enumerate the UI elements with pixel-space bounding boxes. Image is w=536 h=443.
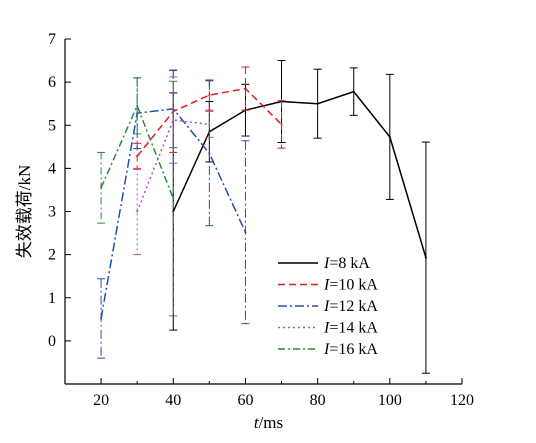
legend-label-rest: =10 kA xyxy=(329,277,378,294)
data-point xyxy=(172,119,175,122)
x-tick-label-40: 40 xyxy=(165,392,181,409)
y-tick-label-1: 1 xyxy=(48,290,56,307)
series-line xyxy=(172,90,427,258)
legend-item-2: I=10 kA xyxy=(278,277,378,294)
legend-label: I=16 kA xyxy=(323,341,378,358)
legend-label-rest: =8 kA xyxy=(329,255,370,272)
x-axis-variable: t xyxy=(254,413,260,432)
data-point xyxy=(136,155,139,158)
y-tick-label-3: 3 xyxy=(48,204,56,221)
data-point xyxy=(352,90,355,93)
series-5 xyxy=(97,77,178,317)
legend-item-4: I=14 kA xyxy=(278,320,378,337)
x-tick-label-20: 20 xyxy=(93,392,109,409)
y-tick-label-2: 2 xyxy=(48,247,56,264)
legend-label-var: I xyxy=(323,320,330,337)
y-tick-label-7: 7 xyxy=(48,31,56,48)
legend-item-3: I=12 kA xyxy=(278,298,378,315)
legend-label-var: I xyxy=(323,277,330,294)
legend-label: I=12 kA xyxy=(323,298,378,315)
legend-label-var: I xyxy=(323,255,330,272)
x-axis-title: t/ms xyxy=(254,413,283,432)
series-1 xyxy=(169,60,430,374)
legend-label: I=10 kA xyxy=(323,277,378,294)
y-tick-label-5: 5 xyxy=(48,117,56,134)
data-point xyxy=(208,152,211,155)
legend-item-1: I=8 kA xyxy=(278,255,370,272)
y-tick-label-6: 6 xyxy=(48,74,56,91)
x-tick-label-100: 100 xyxy=(378,392,402,409)
x-tick-label-60: 60 xyxy=(237,392,253,409)
x-tick-label-80: 80 xyxy=(310,392,326,409)
data-point xyxy=(244,87,247,90)
legend-item-5: I=16 kA xyxy=(278,341,378,358)
x-tick-label-120: 120 xyxy=(450,392,474,409)
legend-label: I=14 kA xyxy=(323,320,378,337)
data-point xyxy=(208,123,211,126)
data-point xyxy=(172,197,175,200)
error-bar xyxy=(133,77,142,135)
legend-label-rest: =16 kA xyxy=(329,341,378,358)
data-point xyxy=(100,186,103,189)
x-axis-unit: /ms xyxy=(259,413,284,432)
legend-label-var: I xyxy=(323,341,330,358)
legend-label: I=8 kA xyxy=(323,255,370,272)
data-point xyxy=(136,210,139,213)
legend: I=8 kAI=10 kAI=12 kAI=14 kAI=16 kA xyxy=(278,255,378,358)
data-point xyxy=(280,123,283,126)
data-point xyxy=(316,102,319,105)
error-bar xyxy=(133,167,142,256)
legend-label-var: I xyxy=(323,298,330,315)
axis-frame xyxy=(64,39,462,385)
axes-layer: 20 40 60 80 100 120 0 1 2 3 4 5 6 7 xyxy=(48,31,474,409)
series-line xyxy=(136,87,283,157)
error-bar xyxy=(169,80,178,317)
data-point xyxy=(244,231,247,234)
y-axis-title: 失效载荷/kN xyxy=(15,165,34,259)
y-tick-label-0: 0 xyxy=(48,333,56,350)
data-point xyxy=(388,135,391,138)
data-point xyxy=(424,256,427,259)
error-bar xyxy=(205,110,214,138)
legend-label-rest: =12 kA xyxy=(329,298,378,315)
data-point xyxy=(136,104,139,107)
error-bar xyxy=(241,66,250,111)
y-tick-label-4: 4 xyxy=(48,160,56,177)
series-4 xyxy=(133,76,214,256)
series-layer xyxy=(97,60,430,374)
legend-label-rest: =14 kA xyxy=(329,320,378,337)
data-point xyxy=(100,317,103,320)
series-line xyxy=(100,103,174,199)
